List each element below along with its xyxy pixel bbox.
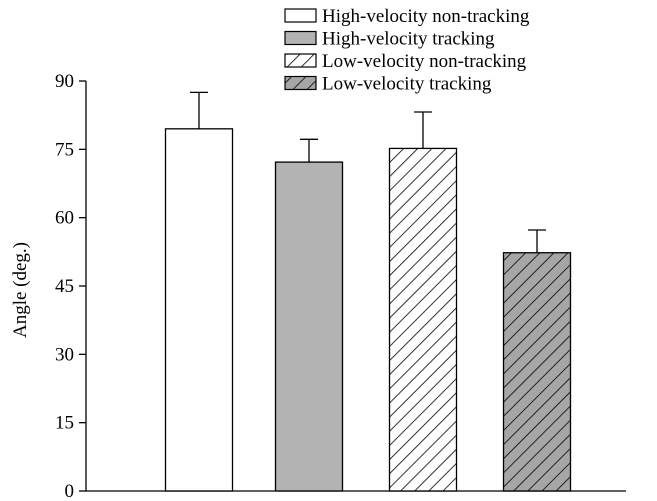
y-tick-label: 45 bbox=[55, 276, 74, 297]
bars bbox=[164, 91, 572, 492]
bar bbox=[388, 147, 458, 492]
y-tick-label: 90 bbox=[55, 71, 74, 92]
legend-label: Low-velocity tracking bbox=[322, 74, 492, 95]
legend-label: High-velocity tracking bbox=[322, 29, 495, 50]
legend-swatch bbox=[284, 53, 317, 68]
y-tick-label: 60 bbox=[55, 208, 74, 229]
y-tick-label: 15 bbox=[55, 413, 74, 434]
y-tick-label: 0 bbox=[65, 481, 75, 501]
legend: High-velocity non-trackingHigh-velocity … bbox=[284, 6, 530, 95]
legend-swatch bbox=[284, 30, 317, 46]
bar bbox=[164, 128, 234, 492]
y-tick-label: 30 bbox=[55, 344, 74, 365]
legend-label: High-velocity non-tracking bbox=[322, 6, 530, 27]
legend-label: Low-velocity non-tracking bbox=[322, 51, 527, 72]
bar bbox=[502, 252, 572, 492]
bar bbox=[274, 161, 344, 492]
y-tick-label: 75 bbox=[55, 139, 74, 160]
legend-swatch bbox=[284, 8, 317, 23]
legend-swatch bbox=[284, 75, 317, 91]
y-axis-title: Angle (deg.) bbox=[10, 242, 31, 338]
